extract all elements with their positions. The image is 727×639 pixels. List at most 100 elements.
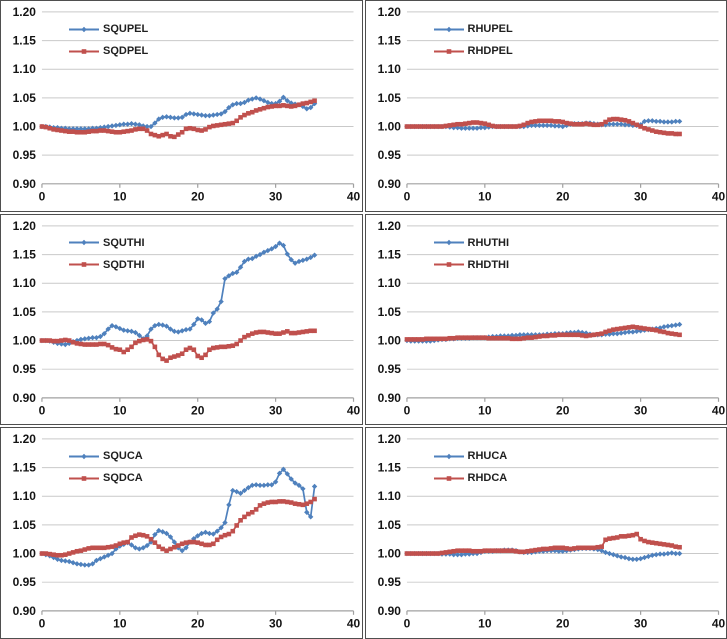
- square-marker: [39, 551, 45, 557]
- square-marker: [140, 337, 146, 342]
- legend-item[interactable]: SQDTHI: [68, 256, 145, 274]
- square-marker: [288, 500, 294, 506]
- square-marker: [296, 329, 302, 335]
- legend-swatch: [433, 453, 464, 460]
- legend-item[interactable]: SQUTHI: [68, 234, 145, 252]
- square-marker: [439, 124, 444, 129]
- diamond-marker: [198, 112, 205, 118]
- legend-item[interactable]: SQUPEL: [68, 20, 148, 38]
- y-tick-label: 0.95: [377, 148, 401, 162]
- diamond-marker: [292, 480, 298, 487]
- diamond-marker: [300, 486, 306, 492]
- diamond-marker: [132, 121, 139, 127]
- square-marker: [105, 545, 111, 550]
- diamond-marker: [265, 482, 271, 488]
- legend-item[interactable]: RHDTHI: [433, 256, 509, 274]
- legend-label: SQDPEL: [103, 45, 149, 57]
- x-tick-label: 0: [39, 190, 46, 204]
- square-marker: [168, 546, 173, 552]
- square-marker: [207, 347, 212, 352]
- square-marker: [292, 103, 298, 109]
- square-marker: [308, 99, 313, 105]
- legend-key-red-square-icon: [68, 46, 100, 57]
- diamond-marker: [649, 552, 655, 559]
- diamond-marker: [191, 111, 197, 117]
- legend-item[interactable]: SQUCA: [68, 447, 143, 465]
- square-marker: [446, 48, 451, 54]
- square-marker: [450, 549, 456, 554]
- square-marker: [536, 547, 542, 553]
- square-marker: [517, 123, 522, 129]
- square-marker: [622, 534, 627, 539]
- square-marker: [466, 335, 472, 340]
- legend-item[interactable]: RHDPEL: [433, 42, 513, 60]
- square-marker: [63, 337, 68, 342]
- legend-item[interactable]: RHDCA: [433, 469, 507, 487]
- square-marker: [552, 119, 557, 124]
- diamond-marker: [128, 120, 135, 127]
- square-marker: [140, 533, 146, 538]
- square-marker: [524, 549, 530, 554]
- legend-item[interactable]: RHUCA: [433, 447, 507, 465]
- y-tick-label: 1.20: [13, 219, 37, 233]
- square-marker: [579, 545, 584, 551]
- square-marker: [66, 337, 72, 343]
- diamond-marker: [292, 260, 298, 266]
- legend-item[interactable]: RHUPEL: [433, 20, 513, 38]
- square-marker: [300, 329, 306, 334]
- diamond-marker: [210, 310, 217, 316]
- diamond-marker: [144, 543, 150, 549]
- square-marker: [489, 548, 495, 554]
- square-marker: [129, 128, 134, 133]
- diamond-marker: [645, 118, 651, 124]
- square-marker: [152, 132, 158, 138]
- square-marker: [454, 121, 460, 127]
- diamond-marker: [159, 322, 166, 328]
- square-marker: [653, 129, 658, 134]
- chart-panel-rhuca-rhdca: 0.90 0.95 1.00 1.05 1.10 1.15 1.20 0 10 20 30 40 RH…: [364, 427, 727, 639]
- diamond-marker: [214, 111, 220, 118]
- chart-panel-rhuthi-rhdthi: 0.90 0.95 1.00 1.05 1.10 1.15 1.20 0 10 20 30 40 RH…: [364, 213, 727, 426]
- y-tick-label: 1.15: [377, 461, 401, 475]
- square-marker: [676, 332, 682, 337]
- diamond-marker: [668, 322, 674, 328]
- square-marker: [408, 336, 413, 342]
- x-tick-label: 40: [711, 190, 725, 204]
- square-marker: [218, 122, 224, 128]
- legend-item[interactable]: SQDPEL: [68, 42, 148, 60]
- square-marker: [591, 545, 596, 551]
- square-marker: [411, 336, 417, 342]
- square-marker: [172, 545, 177, 550]
- legend-item[interactable]: SQDCA: [68, 469, 143, 487]
- square-marker: [501, 124, 507, 129]
- chart-legend: RHUPEL RHDPEL: [433, 20, 513, 60]
- x-tick-label: 20: [556, 403, 570, 417]
- square-marker: [207, 124, 212, 130]
- square-marker: [598, 121, 604, 127]
- square-marker: [265, 329, 271, 335]
- line-chart-pel-sq: 0.90 0.95 1.00 1.05 1.10 1.15 1.20 0 10 20 30 40: [13, 5, 361, 204]
- x-axis: [41, 610, 355, 616]
- square-marker: [443, 123, 448, 129]
- y-tick-label: 1.10: [13, 62, 37, 76]
- square-marker: [435, 336, 440, 341]
- square-marker: [415, 124, 421, 129]
- square-marker: [575, 545, 581, 551]
- y-tick-label: 0.95: [13, 362, 37, 376]
- square-marker: [602, 119, 608, 125]
- diamond-marker: [144, 123, 150, 130]
- y-tick-label: 1.20: [13, 432, 37, 446]
- legend-swatch: [433, 26, 464, 32]
- x-axis: [405, 183, 719, 188]
- square-marker: [63, 552, 68, 558]
- diamond-marker: [555, 123, 562, 129]
- diamond-marker: [159, 114, 166, 121]
- square-marker: [312, 98, 317, 104]
- legend-item[interactable]: RHUTHI: [433, 234, 509, 252]
- square-marker: [645, 326, 651, 332]
- square-marker: [121, 540, 127, 546]
- square-marker: [536, 118, 542, 124]
- square-marker: [672, 131, 678, 137]
- series-rhdthi: [404, 324, 682, 342]
- square-marker: [454, 335, 460, 340]
